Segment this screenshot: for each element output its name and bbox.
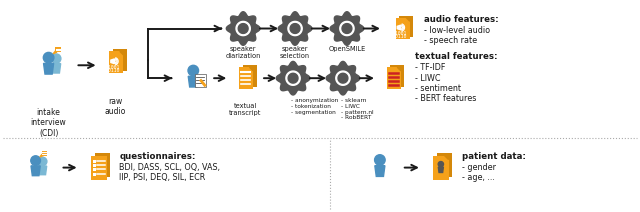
Polygon shape (330, 12, 364, 45)
Polygon shape (53, 51, 57, 54)
Text: 10110: 10110 (106, 68, 120, 73)
FancyBboxPatch shape (91, 156, 107, 180)
FancyBboxPatch shape (433, 156, 449, 180)
Polygon shape (445, 156, 449, 159)
Text: - TF-IDF
- LIWC
- sentiment
- BERT features: - TF-IDF - LIWC - sentiment - BERT featu… (415, 63, 476, 103)
Text: 10110: 10110 (392, 34, 406, 39)
Polygon shape (397, 25, 401, 30)
Polygon shape (250, 67, 253, 71)
FancyBboxPatch shape (55, 47, 61, 52)
Polygon shape (290, 24, 300, 33)
Text: 01001: 01001 (106, 65, 120, 70)
Circle shape (44, 52, 54, 63)
FancyBboxPatch shape (42, 151, 47, 156)
FancyBboxPatch shape (239, 67, 253, 89)
Polygon shape (38, 166, 47, 175)
FancyBboxPatch shape (95, 153, 111, 177)
Circle shape (38, 157, 47, 166)
Text: - low-level audio
- speech rate: - low-level audio - speech rate (424, 25, 490, 45)
Text: speaker
selection: speaker selection (280, 46, 310, 59)
Circle shape (188, 65, 198, 76)
Text: 01001: 01001 (392, 31, 406, 36)
Polygon shape (40, 155, 44, 157)
Circle shape (374, 155, 385, 165)
FancyBboxPatch shape (109, 51, 124, 73)
Text: BDI, DASS, SCL, OQ, VAS,
IIP, PSI, DEQ, SIL, ECR: BDI, DASS, SCL, OQ, VAS, IIP, PSI, DEQ, … (120, 163, 220, 182)
FancyBboxPatch shape (387, 67, 401, 89)
Bar (93, 168, 96, 171)
Circle shape (438, 162, 444, 167)
Text: textual
transcript: textual transcript (229, 103, 261, 116)
FancyBboxPatch shape (437, 153, 452, 177)
Text: - sklearn
- LIWC
- pattern.nl
- RobBERT: - sklearn - LIWC - pattern.nl - RobBERT (341, 98, 374, 120)
Polygon shape (338, 73, 348, 83)
Text: - gender
- age, ...: - gender - age, ... (461, 163, 496, 182)
Polygon shape (336, 71, 350, 85)
FancyBboxPatch shape (396, 18, 410, 39)
Text: OpenSMILE: OpenSMILE (328, 46, 365, 52)
Polygon shape (52, 64, 61, 73)
Circle shape (52, 54, 61, 63)
Polygon shape (340, 21, 354, 36)
Text: questionnaires:: questionnaires: (120, 152, 196, 161)
Polygon shape (238, 24, 248, 33)
Polygon shape (326, 61, 360, 95)
Polygon shape (120, 51, 124, 55)
Polygon shape (44, 63, 54, 74)
Polygon shape (286, 71, 300, 85)
FancyBboxPatch shape (113, 49, 127, 71)
Polygon shape (438, 167, 444, 173)
Polygon shape (406, 18, 410, 21)
Polygon shape (111, 59, 115, 64)
FancyBboxPatch shape (243, 65, 257, 87)
Polygon shape (288, 73, 298, 83)
Text: intake
interview
(CDI): intake interview (CDI) (31, 108, 67, 138)
Text: - anonymization
- tokenization
- segmentation: - anonymization - tokenization - segment… (291, 98, 339, 115)
Polygon shape (188, 76, 198, 87)
Text: speaker
diarization: speaker diarization (225, 46, 261, 59)
Polygon shape (227, 12, 260, 45)
Polygon shape (342, 24, 352, 33)
FancyBboxPatch shape (399, 16, 413, 38)
Text: audio features:: audio features: (424, 15, 499, 24)
Text: patient data:: patient data: (461, 152, 525, 161)
FancyBboxPatch shape (195, 74, 206, 87)
Text: raw
audio: raw audio (105, 97, 126, 116)
Polygon shape (278, 12, 312, 45)
Text: textual features:: textual features: (415, 52, 497, 61)
Bar (93, 164, 96, 167)
Polygon shape (397, 67, 401, 71)
Polygon shape (288, 21, 302, 36)
FancyBboxPatch shape (390, 65, 404, 87)
Polygon shape (31, 166, 40, 176)
Bar (93, 159, 96, 163)
Polygon shape (236, 21, 250, 36)
Circle shape (31, 156, 40, 165)
Polygon shape (375, 166, 385, 176)
Polygon shape (276, 61, 310, 95)
Bar (93, 173, 96, 176)
